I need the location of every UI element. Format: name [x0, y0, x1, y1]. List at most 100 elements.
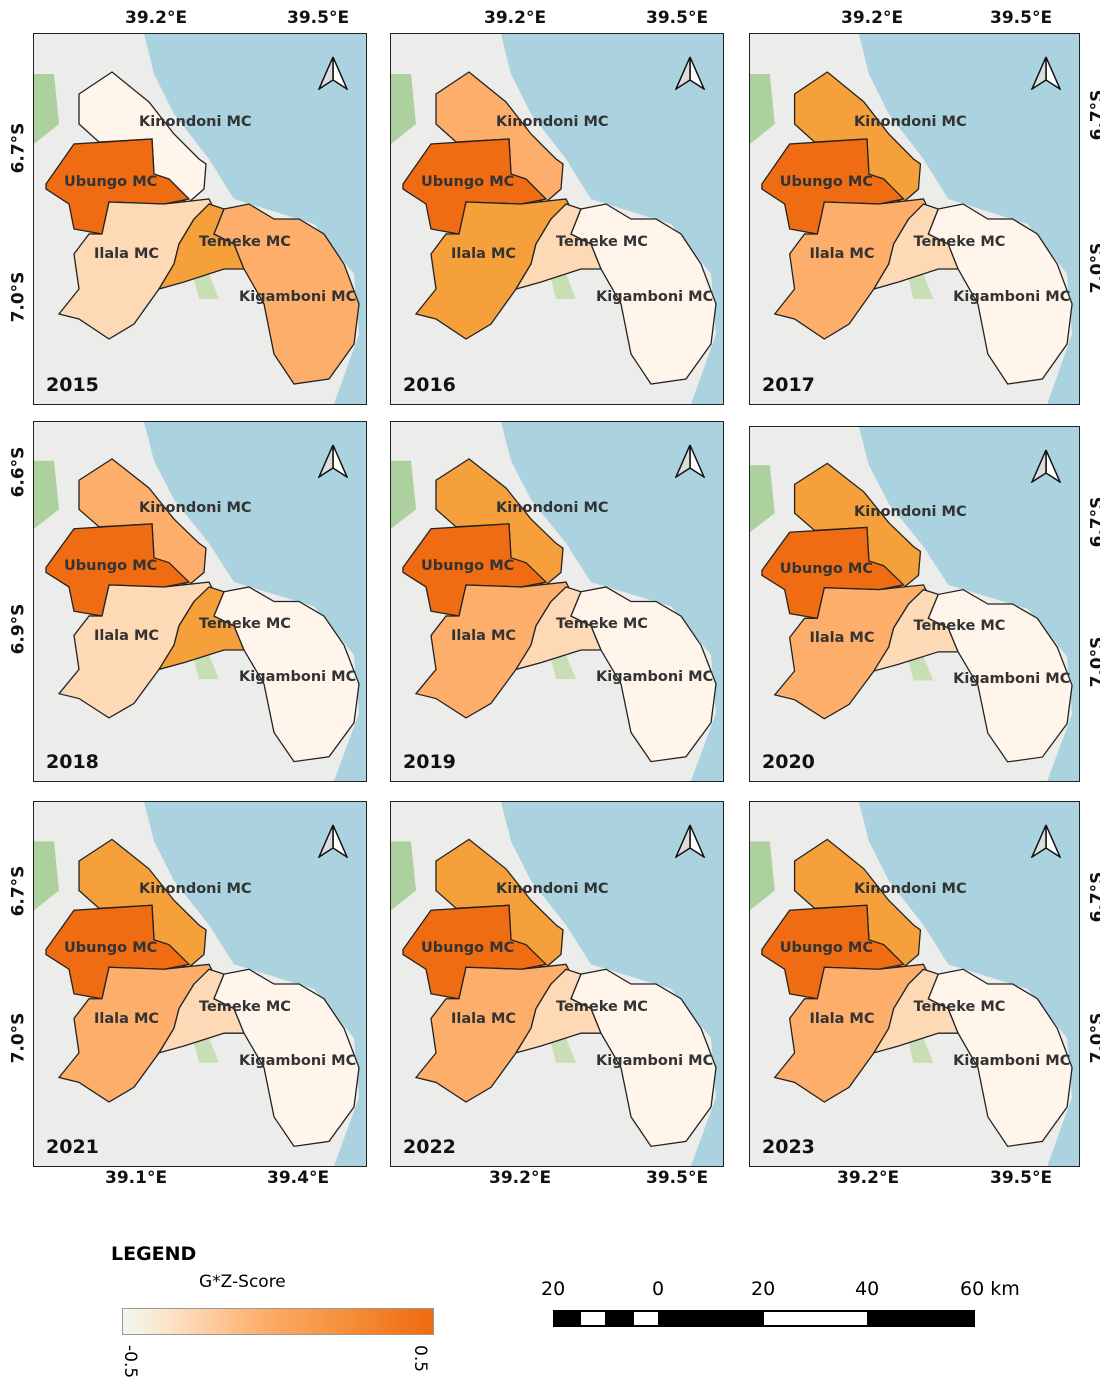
map-panel-2016: Kinondoni MC Ubungo MC Ilala MC Temeke MC Ki… [390, 33, 724, 405]
lat-label: 6.7°S [8, 865, 29, 917]
district-kigamboni[interactable] [213, 586, 360, 763]
sea [501, 422, 723, 781]
district-label: Kinondoni MC [854, 880, 967, 897]
park [750, 841, 775, 911]
legend-title: LEGEND [111, 1243, 197, 1265]
map-panel-2021: Kinondoni MC Ubungo MC Ilala MC Temeke MC Ki… [33, 801, 367, 1167]
map-panel-2022: Kinondoni MC Ubungo MC Ilala MC Temeke MC Ki… [390, 801, 724, 1167]
scale-label: 0 [652, 1278, 665, 1300]
lon-label: 39.2°E [837, 1168, 900, 1188]
district-kigamboni[interactable] [570, 968, 717, 1148]
district-label: Ubungo MC [779, 560, 873, 577]
north-arrow-icon [675, 444, 705, 478]
park [194, 274, 219, 299]
district-label: Ilala MC [94, 627, 160, 644]
year-label: 2018 [46, 751, 99, 773]
lat-label: 6.7°S [1087, 871, 1100, 923]
district-kigamboni[interactable] [570, 203, 717, 385]
year-label: 2015 [46, 374, 99, 396]
district-kigamboni[interactable] [570, 586, 717, 763]
district-label: Temeke MC [556, 616, 648, 633]
district-label: Ubungo MC [421, 557, 515, 574]
lat-label: 6.6°S [8, 446, 29, 498]
north-arrow-icon [675, 824, 705, 858]
district-label: Kinondoni MC [139, 880, 252, 897]
district-label: Ubungo MC [64, 174, 158, 190]
park [194, 1038, 219, 1063]
scale-label: 20 [751, 1278, 776, 1300]
scale-label: 20 [541, 1278, 566, 1300]
district-label: Ubungo MC [64, 557, 158, 574]
lon-label: 39.2°E [489, 1168, 552, 1188]
park [908, 656, 934, 681]
legend-min: -0.5 [120, 1345, 140, 1379]
district-label: Kigamboni MC [596, 289, 714, 305]
district-label: Temeke MC [913, 998, 1006, 1015]
district-label: Temeke MC [556, 234, 648, 250]
north-arrow-icon [1031, 824, 1061, 858]
district-label: Temeke MC [199, 234, 291, 250]
lon-label: 39.1°E [105, 1168, 168, 1188]
district-label: Ilala MC [451, 627, 517, 644]
sea [859, 427, 1079, 781]
lat-label: 6.9°S [8, 603, 29, 655]
sea [144, 34, 366, 404]
lat-label: 7.0°S [1087, 242, 1100, 294]
district-label: Kinondoni MC [139, 114, 252, 130]
district-kigamboni[interactable] [927, 203, 1073, 385]
district-label: Ilala MC [451, 246, 517, 262]
district-label: Kigamboni MC [953, 289, 1071, 305]
lon-label: 39.2°E [841, 8, 904, 28]
park [34, 74, 59, 144]
north-arrow-icon [1031, 56, 1061, 90]
park [391, 841, 416, 911]
lon-label: 39.5°E [990, 8, 1053, 28]
district-label: Ilala MC [94, 1010, 160, 1027]
sea [859, 34, 1079, 404]
district-label: Ubungo MC [421, 939, 515, 956]
sea [501, 34, 723, 404]
map-panel-2017: Kinondoni MC Ubungo MC Ilala MC Temeke MC Ki… [749, 33, 1080, 405]
scale-label: 40 [855, 1278, 880, 1300]
lat-label: 7.0°S [8, 1012, 29, 1064]
district-label: Ilala MC [809, 629, 875, 646]
park [391, 74, 416, 144]
map-panel-2015: Kinondoni MC Ubungo MC Ilala MC Temeke MC Ki… [33, 33, 367, 405]
year-label: 2017 [762, 374, 815, 396]
district-kigamboni[interactable] [213, 968, 360, 1148]
map-panel-2018: Kinondoni MC Ubungo MC Ilala MC Temeke MC Ki… [33, 421, 367, 782]
district-label: Ilala MC [809, 246, 875, 262]
legend-field: G*Z-Score [199, 1272, 286, 1292]
lon-label: 39.5°E [646, 1168, 709, 1188]
year-label: 2020 [762, 751, 815, 773]
district-label: Temeke MC [199, 616, 291, 633]
map-panel-2019: Kinondoni MC Ubungo MC Ilala MC Temeke MC Ki… [390, 421, 724, 782]
park [551, 274, 576, 299]
year-label: 2019 [403, 751, 456, 773]
lat-label: 6.7°S [1087, 496, 1100, 548]
district-label: Kinondoni MC [854, 114, 967, 130]
district-label: Ubungo MC [64, 939, 158, 956]
scale-bar [553, 1310, 975, 1327]
park [908, 1038, 934, 1063]
lon-label: 39.5°E [646, 8, 709, 28]
district-label: Kinondoni MC [854, 503, 967, 520]
district-label: Kigamboni MC [239, 669, 357, 686]
north-arrow-icon [318, 824, 348, 858]
district-label: Temeke MC [913, 618, 1006, 635]
north-arrow-icon [1031, 449, 1061, 483]
sea [859, 802, 1079, 1166]
park [551, 654, 576, 680]
district-kigamboni[interactable] [213, 203, 360, 385]
lon-label: 39.5°E [287, 8, 350, 28]
north-arrow-icon [318, 56, 348, 90]
district-kigamboni[interactable] [927, 588, 1073, 763]
district-label: Kigamboni MC [953, 670, 1071, 687]
district-label: Kigamboni MC [596, 669, 714, 686]
lat-label: 7.0°S [1087, 636, 1100, 688]
map-panel-2023: Kinondoni MC Ubungo MC Ilala MC Temeke MC Ki… [749, 801, 1080, 1167]
district-kigamboni[interactable] [927, 968, 1073, 1148]
district-label: Ilala MC [94, 246, 160, 262]
lat-label: 7.0°S [8, 271, 29, 323]
district-label: Temeke MC [913, 234, 1006, 250]
